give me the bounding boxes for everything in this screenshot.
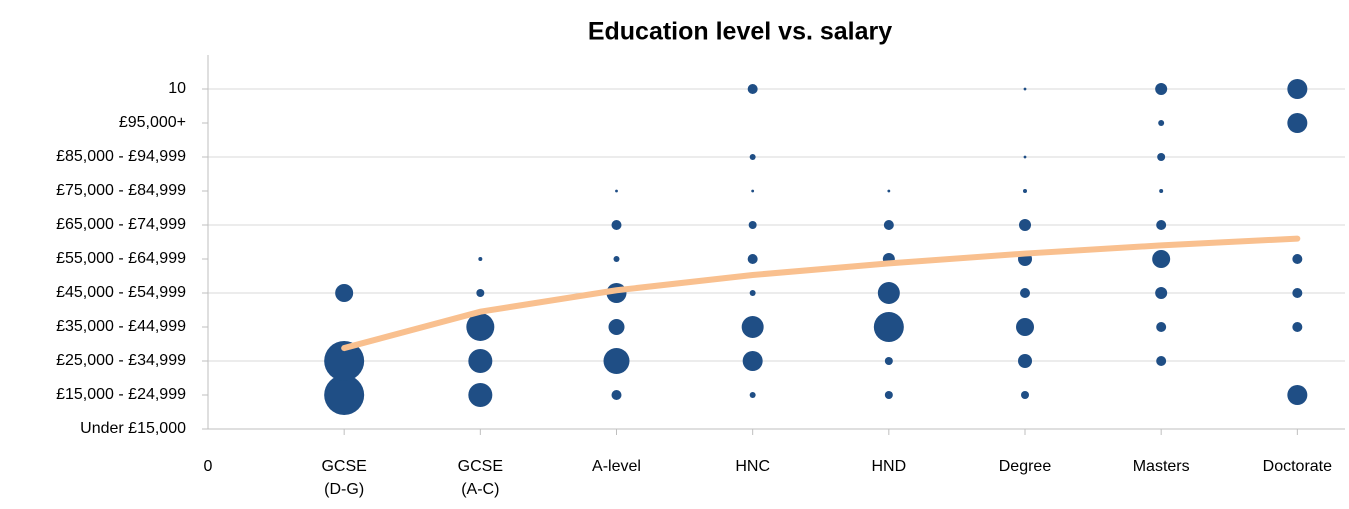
bubble xyxy=(1292,322,1303,332)
bubble xyxy=(877,282,900,304)
bubble xyxy=(1016,318,1035,336)
y-tick-label: £85,000 - £94,999 xyxy=(56,148,186,165)
bubble xyxy=(751,189,755,193)
bubble xyxy=(1156,322,1167,332)
y-tick-label: £65,000 - £74,999 xyxy=(56,216,186,233)
bubble xyxy=(608,319,625,335)
y-tick-label: £25,000 - £34,999 xyxy=(56,352,186,369)
bubble xyxy=(1155,287,1168,299)
x-tick-label: GCSE (D-G) xyxy=(321,458,366,498)
bubble xyxy=(468,349,493,373)
y-tick-label: 10 xyxy=(168,80,186,97)
bubble xyxy=(1019,219,1032,231)
x-tick-label: 0 xyxy=(204,458,213,475)
bubble xyxy=(1156,220,1167,230)
bubble xyxy=(884,357,893,365)
x-tick-label: A-level xyxy=(592,458,641,475)
bubble xyxy=(1155,83,1168,95)
x-tick-label: HND xyxy=(872,458,907,475)
bubble xyxy=(613,256,620,262)
x-tick-label: GCSE (A-C) xyxy=(458,458,503,498)
y-tick-label: £95,000+ xyxy=(119,114,186,131)
bubble xyxy=(873,312,904,342)
x-tick-label: Doctorate xyxy=(1263,458,1332,475)
bubble xyxy=(1292,288,1303,298)
bubble xyxy=(478,257,483,261)
bubble xyxy=(615,189,618,193)
bubble xyxy=(1152,250,1171,268)
y-tick-label: £15,000 - £24,999 xyxy=(56,386,186,403)
bubble xyxy=(1287,113,1308,133)
bubble xyxy=(476,289,485,297)
bubble xyxy=(749,290,756,296)
bubble xyxy=(741,316,764,338)
bubble xyxy=(747,254,758,264)
chart-title: Education level vs. salary xyxy=(588,18,892,46)
bubble xyxy=(883,220,894,230)
y-tick-label: Under £15,000 xyxy=(80,420,186,437)
bubble xyxy=(1287,385,1308,405)
x-tick-label: Degree xyxy=(999,458,1052,475)
bubble xyxy=(1157,153,1166,161)
bubble xyxy=(1023,155,1027,159)
bubble xyxy=(749,392,756,398)
bubble xyxy=(1156,356,1167,366)
bubble xyxy=(603,348,630,374)
bubble xyxy=(335,284,354,302)
bubble xyxy=(1023,87,1027,91)
bubble xyxy=(466,313,495,341)
bubble xyxy=(748,221,757,229)
bubble xyxy=(1158,120,1165,126)
bubble xyxy=(468,383,493,407)
bubble xyxy=(887,189,891,193)
bubble xyxy=(1159,189,1164,193)
y-tick-label: £55,000 - £64,999 xyxy=(56,250,186,267)
bubble xyxy=(611,220,622,230)
bubble xyxy=(747,84,758,94)
bubble xyxy=(1287,79,1308,99)
bubble xyxy=(749,154,756,160)
bubble xyxy=(884,391,893,399)
bubble xyxy=(611,390,622,400)
trendline xyxy=(341,235,1301,352)
bubble xyxy=(742,351,763,371)
y-tick-label: £35,000 - £44,999 xyxy=(56,318,186,335)
y-tick-label: £75,000 - £84,999 xyxy=(56,182,186,199)
bubble xyxy=(1023,189,1028,193)
bubble xyxy=(324,341,365,381)
bubble xyxy=(1021,391,1030,399)
y-tick-label: £45,000 - £54,999 xyxy=(56,284,186,301)
bubble xyxy=(1018,354,1033,368)
bubble xyxy=(324,375,365,415)
bubble xyxy=(1292,254,1303,264)
x-tick-label: HNC xyxy=(735,458,770,475)
bubble xyxy=(1020,288,1031,298)
x-tick-label: Masters xyxy=(1133,458,1190,475)
